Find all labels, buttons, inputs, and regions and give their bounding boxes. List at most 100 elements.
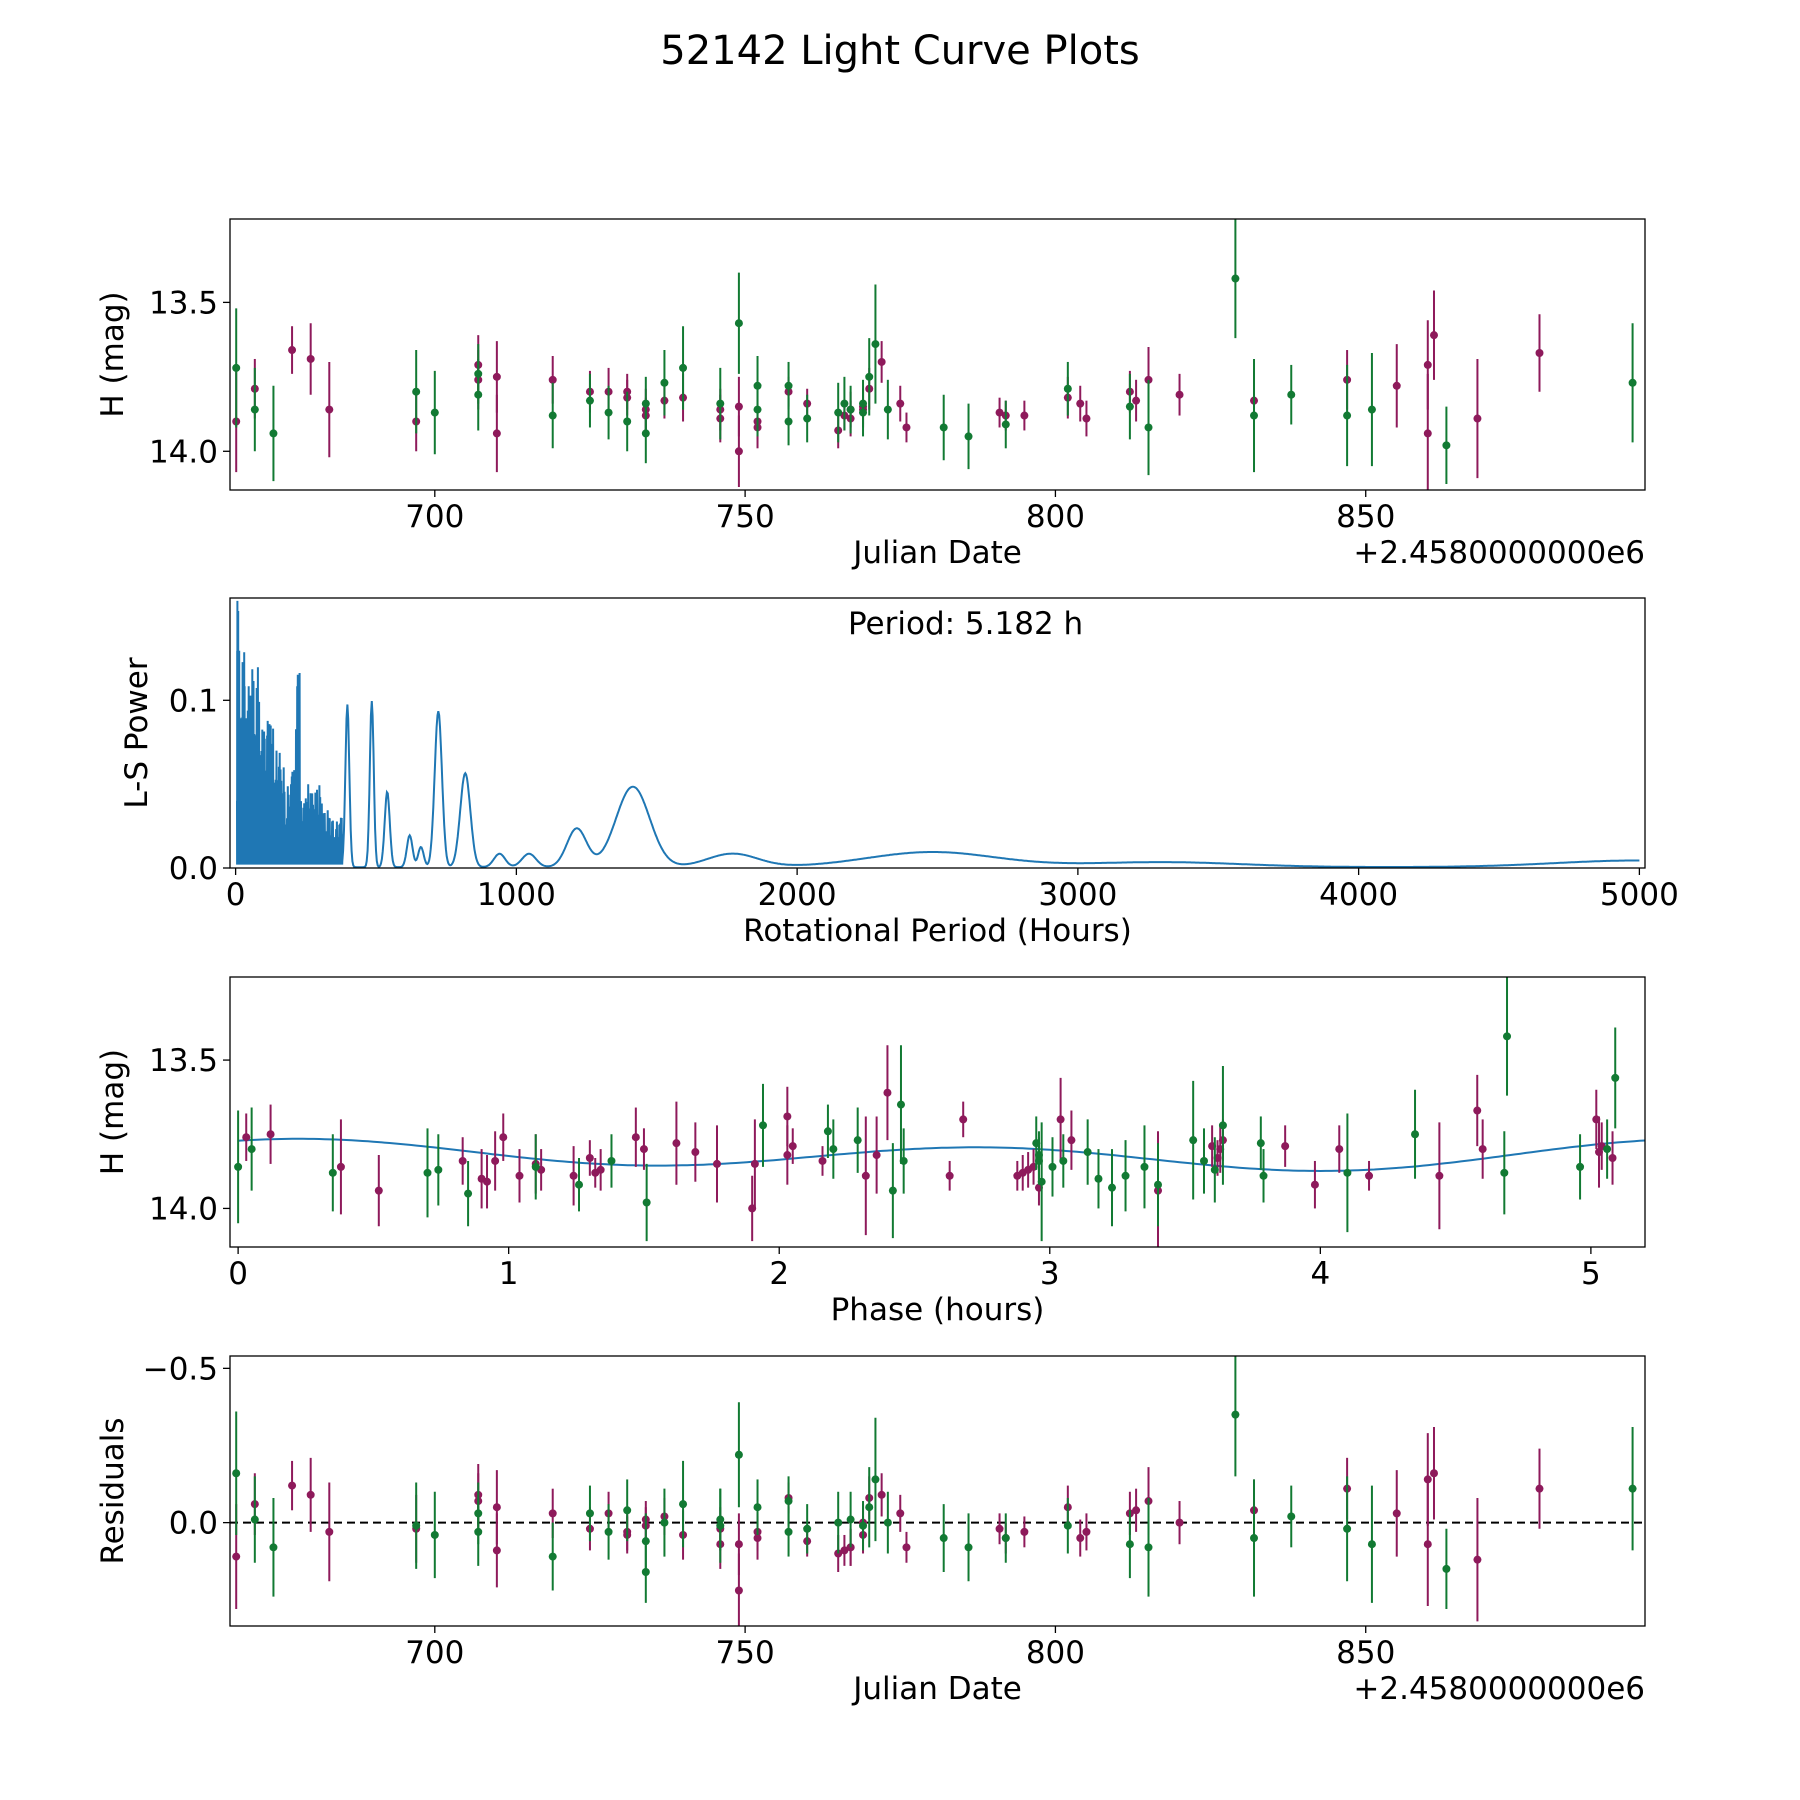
light-curve-purple-point — [1429, 331, 1438, 340]
residuals-green-point — [859, 1521, 868, 1530]
light-curve-purple-point — [1082, 414, 1091, 423]
light-curve-green-point — [474, 369, 483, 378]
residuals-green-point — [1144, 1543, 1153, 1552]
residuals-green-point — [623, 1506, 632, 1515]
phase-purple-point — [818, 1156, 827, 1165]
residuals-purple-point — [232, 1552, 241, 1561]
phase-purple-point — [1473, 1106, 1482, 1115]
light-curve-green-point — [641, 399, 650, 408]
phase-plot-area — [234, 977, 1645, 1247]
residuals-green-point — [753, 1503, 762, 1512]
phase-purple-point — [639, 1145, 648, 1154]
phase-green-point — [1121, 1171, 1130, 1180]
residuals-green-point — [585, 1509, 594, 1518]
residuals-purple-point — [902, 1543, 911, 1552]
phase-ytick-label: 13.5 — [149, 1043, 218, 1079]
phase-green-point — [642, 1198, 651, 1207]
periodogram-series-line — [236, 600, 1640, 868]
light-curve-xlabel: Julian Date — [851, 535, 1022, 571]
residuals-purple-point — [734, 1586, 743, 1595]
phase-green-point — [1108, 1183, 1117, 1192]
light-curve-purple-point — [995, 408, 1004, 417]
phase-green-point — [464, 1189, 473, 1198]
residuals-purple-point — [1082, 1527, 1091, 1536]
light-curve-green-point — [784, 417, 793, 426]
periodogram-plot-area — [236, 600, 1640, 868]
phase-purple-point — [569, 1171, 578, 1180]
residuals-green-point — [430, 1530, 439, 1539]
residuals-green-point — [871, 1475, 880, 1484]
light-curve-purple-point — [1473, 414, 1482, 423]
phase-purple-point — [1608, 1153, 1617, 1162]
light-curve-green-point — [623, 417, 632, 426]
phase-purple-point — [1310, 1180, 1319, 1189]
phase-ytick-label: 14.0 — [149, 1191, 218, 1227]
residuals-purple-point — [492, 1503, 501, 1512]
phase-purple-point — [883, 1088, 892, 1097]
residuals-green-point — [1231, 1410, 1240, 1419]
phase-purple-point — [691, 1148, 700, 1157]
phase-green-point — [1199, 1156, 1208, 1165]
light-curve-purple-point — [1020, 411, 1029, 420]
phase-xtick-label: 4 — [1310, 1256, 1330, 1292]
phase-purple-point — [1435, 1171, 1444, 1180]
phase-purple-point — [945, 1171, 954, 1180]
light-curve-green-point — [1001, 420, 1010, 429]
light-curve-green-point — [964, 432, 973, 441]
light-curve-purple-point — [877, 357, 886, 366]
periodogram-xtick-label: 2000 — [758, 877, 837, 913]
light-curve-purple-point — [1423, 429, 1432, 438]
light-curve-green-point — [1287, 390, 1296, 399]
residuals-green-point — [1063, 1521, 1072, 1530]
phase-axes-frame — [229, 976, 1646, 1248]
phase-green-point — [1259, 1171, 1268, 1180]
phase-green-point — [1256, 1139, 1265, 1148]
residuals-purple-point — [492, 1546, 501, 1555]
phase-green-point — [423, 1168, 432, 1177]
residuals-purple-point — [1535, 1484, 1544, 1493]
phase-purple-point — [499, 1133, 508, 1142]
light-curve-green-point — [846, 405, 855, 414]
phase-green-point — [1154, 1180, 1163, 1189]
phase-purple-point — [672, 1139, 681, 1148]
phase-green-point — [234, 1162, 243, 1171]
residuals-purple-point — [1020, 1527, 1029, 1536]
residuals-green-point — [269, 1543, 278, 1552]
phase-purple-point — [783, 1151, 792, 1160]
periodogram-ylabel: L-S Power — [119, 657, 155, 808]
light-curve-purple-point — [896, 399, 905, 408]
light-curve-green-point — [734, 319, 743, 328]
residuals-green-point — [1125, 1540, 1134, 1549]
periodogram-xtick-label: 5000 — [1600, 877, 1679, 913]
light-curve-xtick-label: 750 — [716, 499, 775, 535]
residuals-green-point — [1250, 1534, 1259, 1543]
light-curve-purple-point — [1392, 381, 1401, 390]
phase-purple-point — [515, 1171, 524, 1180]
periodogram-ytick-label: 0.0 — [169, 851, 218, 887]
phase-green-point — [888, 1186, 897, 1195]
light-curve-green-point — [716, 399, 725, 408]
phase-folded-panel: 0 1 2 3 4 5 14.0 13.5 Phase (hours) H (mag) — [95, 976, 1646, 1328]
light-curve-green-point — [859, 399, 868, 408]
residuals-green-point — [1628, 1484, 1637, 1493]
phase-green-point — [823, 1127, 832, 1136]
phase-purple-point — [783, 1112, 792, 1121]
phase-green-point — [1218, 1121, 1227, 1130]
light-curve-purple-point — [492, 429, 501, 438]
phase-green-point — [434, 1165, 443, 1174]
phase-xtick-label: 0 — [228, 1256, 248, 1292]
residuals-green-point — [250, 1515, 259, 1524]
phase-xlabel: Phase (hours) — [831, 1292, 1045, 1328]
residuals-ylabel: Residuals — [95, 1417, 131, 1564]
phase-ylabel: H (mag) — [95, 1049, 131, 1175]
phase-purple-point — [585, 1153, 594, 1162]
light-curve-green-point — [1442, 441, 1451, 450]
phase-purple-point — [631, 1133, 640, 1142]
light-curve-purple-point — [325, 405, 334, 414]
residuals-green-point — [474, 1509, 483, 1518]
residuals-plot-area — [230, 1356, 1645, 1626]
phase-green-point — [1048, 1162, 1057, 1171]
residuals-purple-point — [1423, 1475, 1432, 1484]
phase-purple-point — [458, 1156, 467, 1165]
